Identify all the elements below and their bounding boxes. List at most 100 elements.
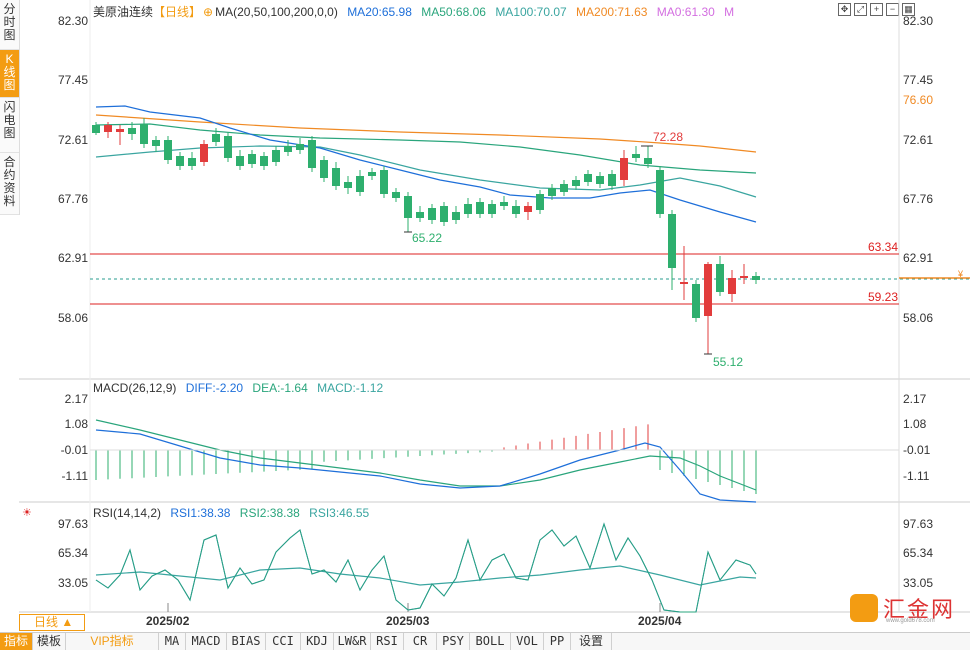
support-label: 59.23: [868, 290, 899, 304]
date-label-feb: 2025/02: [146, 614, 190, 628]
candle-body: [728, 278, 736, 294]
candle-body: [296, 144, 304, 150]
candle-body: [488, 204, 496, 214]
high-price-label: 72.28: [653, 130, 684, 144]
tab-cci[interactable]: CCI: [266, 633, 301, 650]
candle-body: [584, 174, 592, 182]
price-axis-right-2: 77.45: [903, 73, 934, 87]
macd-axis-right-3: -0.01: [903, 443, 931, 457]
candle-body: [260, 156, 268, 166]
candle-body: [524, 206, 532, 212]
candle-body: [188, 158, 196, 166]
rsi-legend: RSI(14,14,2) RSI1:38.38 RSI2:38.38 RSI3:…: [93, 506, 375, 520]
candle-body: [404, 196, 412, 218]
price-axis-left-2: 77.45: [57, 73, 88, 87]
candle-body: [572, 180, 580, 186]
candle-body: [440, 206, 448, 222]
tab-macd[interactable]: MACD: [186, 633, 227, 650]
candle-body: [692, 284, 700, 318]
candle-body: [236, 156, 244, 166]
candle-body: [200, 144, 208, 162]
candle-body: [284, 146, 292, 152]
macd-axis-right-1: 2.17: [903, 392, 927, 406]
candle-body: [740, 276, 748, 278]
price-axis-left-6: 58.06: [57, 311, 88, 325]
tab-pp[interactable]: PP: [544, 633, 571, 650]
macd-axis-right-2: 1.08: [903, 417, 927, 431]
chart-canvas[interactable]: ¥ ☀: [0, 0, 970, 632]
tab-psy[interactable]: PSY: [437, 633, 470, 650]
candle-body: [140, 124, 148, 144]
rsi-label: RSI(14,14,2): [93, 506, 162, 520]
ma200-line: [95, 114, 757, 153]
macd-diff-value: DIFF:-2.20: [185, 381, 244, 395]
candle-body: [344, 182, 352, 188]
candle-body: [92, 125, 100, 133]
tab-template[interactable]: 模板: [33, 633, 66, 650]
tab-boll[interactable]: BOLL: [470, 633, 511, 650]
watermark-url: www.gold678.com: [886, 618, 935, 624]
move-icon[interactable]: ✥: [838, 3, 851, 16]
rsi-axis-left-1: 97.63: [57, 517, 88, 531]
tab-vip-indicator[interactable]: VIP指标: [66, 633, 159, 650]
candle-body: [596, 176, 604, 184]
candle-body: [272, 150, 280, 162]
candle-body: [680, 282, 688, 284]
tab-cr[interactable]: CR: [404, 633, 437, 650]
candle-body: [332, 168, 340, 186]
candle-body: [464, 204, 472, 214]
tab-kdj[interactable]: KDJ: [301, 633, 334, 650]
candle-body: [176, 156, 184, 166]
tab-rsi[interactable]: RSI: [371, 633, 404, 650]
grid-icon[interactable]: ▦: [902, 3, 915, 16]
tab-timeshare[interactable]: 分时图: [0, 0, 19, 50]
ma100-line: [95, 123, 757, 174]
rsi2-line: [95, 522, 757, 613]
settings-icon[interactable]: ⊕: [203, 5, 214, 19]
period-label: 【日线】: [153, 5, 202, 19]
macd-dea-value: DEA:-1.64: [252, 381, 308, 395]
ma0-value: MA0:61.30: [656, 5, 715, 19]
candle-body: [704, 264, 712, 316]
date-label-apr: 2025/04: [638, 614, 682, 628]
macd-axis-right-4: -1.11: [903, 469, 930, 483]
tab-lwr[interactable]: LW&R: [334, 633, 371, 650]
ma50-line: [95, 145, 757, 198]
tab-vol[interactable]: VOL: [511, 633, 544, 650]
tab-settings[interactable]: 设置: [571, 633, 612, 650]
low2-price-label: 55.12: [713, 355, 744, 369]
expand-icon[interactable]: ⤢: [854, 3, 867, 16]
candle-body: [164, 140, 172, 160]
candlesticks: [92, 118, 760, 354]
candle-body: [224, 136, 232, 158]
rsi-settings-icon: ☀: [22, 507, 32, 519]
rsi-axis-right-2: 65.34: [903, 546, 934, 560]
price-axis-left-5: 62.91: [57, 251, 88, 265]
candle-body: [116, 129, 124, 132]
tab-kline[interactable]: K线图: [0, 50, 19, 98]
candle-body: [212, 134, 220, 142]
ma-label: MA(20,50,100,200,0,0): [215, 5, 338, 19]
tab-lightning[interactable]: 闪电图: [0, 98, 19, 153]
price-axis-left-4: 67.76: [57, 192, 88, 206]
candle-body: [644, 158, 652, 164]
candle-body: [452, 212, 460, 220]
candle-body: [716, 264, 724, 292]
candle-body: [416, 212, 424, 218]
candle-body: [608, 174, 616, 186]
tab-contract-info[interactable]: 合约资料: [0, 153, 19, 215]
tab-indicator[interactable]: 指标: [0, 633, 33, 650]
tab-bias[interactable]: BIAS: [227, 633, 266, 650]
low1-price-label: 65.22: [412, 231, 443, 245]
rsi-axis-right-3: 33.05: [903, 576, 934, 590]
watermark-logo: 汇金网 www.gold678.com: [850, 592, 960, 628]
candle-body: [368, 172, 376, 176]
price-axis-right-3: 72.61: [903, 133, 934, 147]
period-selector-button[interactable]: 日线 ▲: [19, 614, 85, 631]
tab-ma[interactable]: MA: [159, 633, 186, 650]
zoom-in-icon[interactable]: +: [870, 3, 883, 16]
candle-body: [752, 276, 760, 280]
candle-body: [656, 170, 664, 214]
macd-axis-left-4: -1.11: [61, 469, 88, 483]
resistance-label: 63.34: [868, 240, 899, 254]
